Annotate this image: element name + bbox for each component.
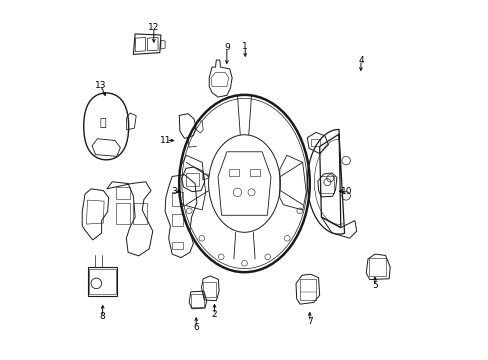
Bar (368, 258, 385, 276)
Bar (116, 203, 130, 224)
Bar (203, 282, 215, 297)
Bar (310, 139, 319, 147)
Bar (172, 242, 183, 249)
Text: 𝘈: 𝘈 (99, 118, 106, 128)
Bar (87, 267, 117, 296)
Bar (89, 269, 116, 294)
Text: 2: 2 (211, 310, 217, 319)
Bar (172, 213, 183, 226)
Bar (320, 176, 333, 193)
Text: 6: 6 (193, 323, 199, 332)
Text: 4: 4 (357, 55, 363, 64)
Bar (249, 169, 260, 176)
Bar (172, 192, 183, 207)
Bar (133, 203, 147, 224)
Bar (299, 279, 316, 300)
Bar (228, 169, 239, 176)
Text: 8: 8 (100, 312, 105, 321)
Text: 12: 12 (148, 23, 159, 32)
Text: 1: 1 (242, 42, 247, 51)
Text: 13: 13 (95, 81, 106, 90)
Text: 11: 11 (160, 136, 172, 145)
Text: 10: 10 (340, 187, 352, 196)
Text: 7: 7 (306, 317, 312, 326)
Text: 9: 9 (224, 43, 229, 52)
Bar (190, 294, 204, 307)
Bar (116, 187, 130, 199)
Text: 3: 3 (171, 187, 177, 196)
Bar (185, 172, 199, 186)
Text: 5: 5 (371, 282, 377, 290)
